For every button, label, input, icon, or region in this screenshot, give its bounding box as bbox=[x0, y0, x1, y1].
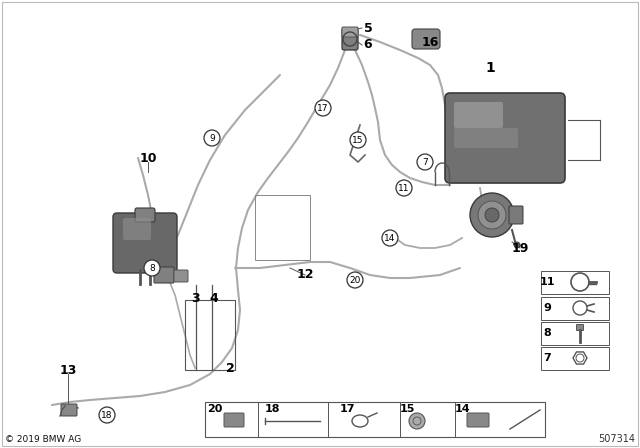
FancyBboxPatch shape bbox=[224, 413, 244, 427]
Bar bbox=[541, 347, 609, 370]
Text: 6: 6 bbox=[364, 39, 372, 52]
FancyBboxPatch shape bbox=[509, 206, 523, 224]
Text: 13: 13 bbox=[60, 363, 77, 376]
FancyBboxPatch shape bbox=[61, 404, 77, 416]
Text: 4: 4 bbox=[210, 292, 218, 305]
Text: 9: 9 bbox=[209, 134, 215, 143]
Text: 11: 11 bbox=[540, 277, 555, 287]
FancyBboxPatch shape bbox=[577, 324, 584, 331]
Text: 8: 8 bbox=[543, 328, 551, 338]
Circle shape bbox=[350, 132, 366, 148]
Bar bbox=[541, 271, 609, 294]
Text: 14: 14 bbox=[454, 404, 470, 414]
Bar bbox=[541, 322, 609, 345]
FancyBboxPatch shape bbox=[135, 208, 155, 222]
Text: © 2019 BMW AG: © 2019 BMW AG bbox=[5, 435, 81, 444]
Text: 17: 17 bbox=[317, 104, 329, 113]
Text: 16: 16 bbox=[421, 35, 438, 48]
FancyBboxPatch shape bbox=[445, 93, 565, 183]
Circle shape bbox=[478, 201, 506, 229]
FancyBboxPatch shape bbox=[454, 128, 518, 148]
Bar bbox=[185, 300, 235, 370]
Text: 3: 3 bbox=[192, 292, 200, 305]
Circle shape bbox=[347, 272, 363, 288]
Circle shape bbox=[470, 193, 514, 237]
Circle shape bbox=[99, 407, 115, 423]
Text: 14: 14 bbox=[384, 234, 396, 243]
Circle shape bbox=[514, 242, 520, 248]
Circle shape bbox=[409, 413, 425, 429]
Text: 18: 18 bbox=[101, 411, 113, 420]
Circle shape bbox=[396, 180, 412, 196]
FancyBboxPatch shape bbox=[123, 218, 151, 240]
Text: 17: 17 bbox=[339, 404, 355, 414]
Text: 11: 11 bbox=[398, 184, 410, 193]
FancyBboxPatch shape bbox=[467, 413, 489, 427]
Text: 18: 18 bbox=[264, 404, 280, 414]
Text: 507314: 507314 bbox=[598, 434, 635, 444]
Circle shape bbox=[417, 154, 433, 170]
Text: 1: 1 bbox=[485, 61, 495, 75]
Text: 20: 20 bbox=[207, 404, 223, 414]
FancyBboxPatch shape bbox=[174, 270, 188, 282]
Text: 7: 7 bbox=[543, 353, 551, 363]
FancyBboxPatch shape bbox=[113, 213, 177, 273]
FancyBboxPatch shape bbox=[412, 29, 440, 49]
Circle shape bbox=[382, 230, 398, 246]
Text: 20: 20 bbox=[349, 276, 361, 285]
Text: 12: 12 bbox=[296, 268, 314, 281]
Circle shape bbox=[204, 130, 220, 146]
Text: 7: 7 bbox=[422, 158, 428, 167]
Text: 2: 2 bbox=[226, 362, 234, 375]
Text: 10: 10 bbox=[140, 151, 157, 164]
Text: 5: 5 bbox=[364, 22, 372, 34]
Text: 15: 15 bbox=[352, 136, 364, 145]
FancyBboxPatch shape bbox=[342, 27, 358, 37]
Text: 9: 9 bbox=[543, 303, 551, 313]
Text: 15: 15 bbox=[399, 404, 415, 414]
Bar bbox=[541, 297, 609, 320]
FancyBboxPatch shape bbox=[154, 267, 174, 283]
Circle shape bbox=[485, 208, 499, 222]
Circle shape bbox=[144, 260, 160, 276]
Bar bbox=[205, 402, 545, 437]
Text: 8: 8 bbox=[149, 264, 155, 273]
Bar bbox=[255, 195, 310, 260]
Circle shape bbox=[315, 100, 331, 116]
Text: 19: 19 bbox=[511, 241, 529, 254]
FancyBboxPatch shape bbox=[454, 102, 503, 128]
FancyBboxPatch shape bbox=[342, 28, 358, 50]
